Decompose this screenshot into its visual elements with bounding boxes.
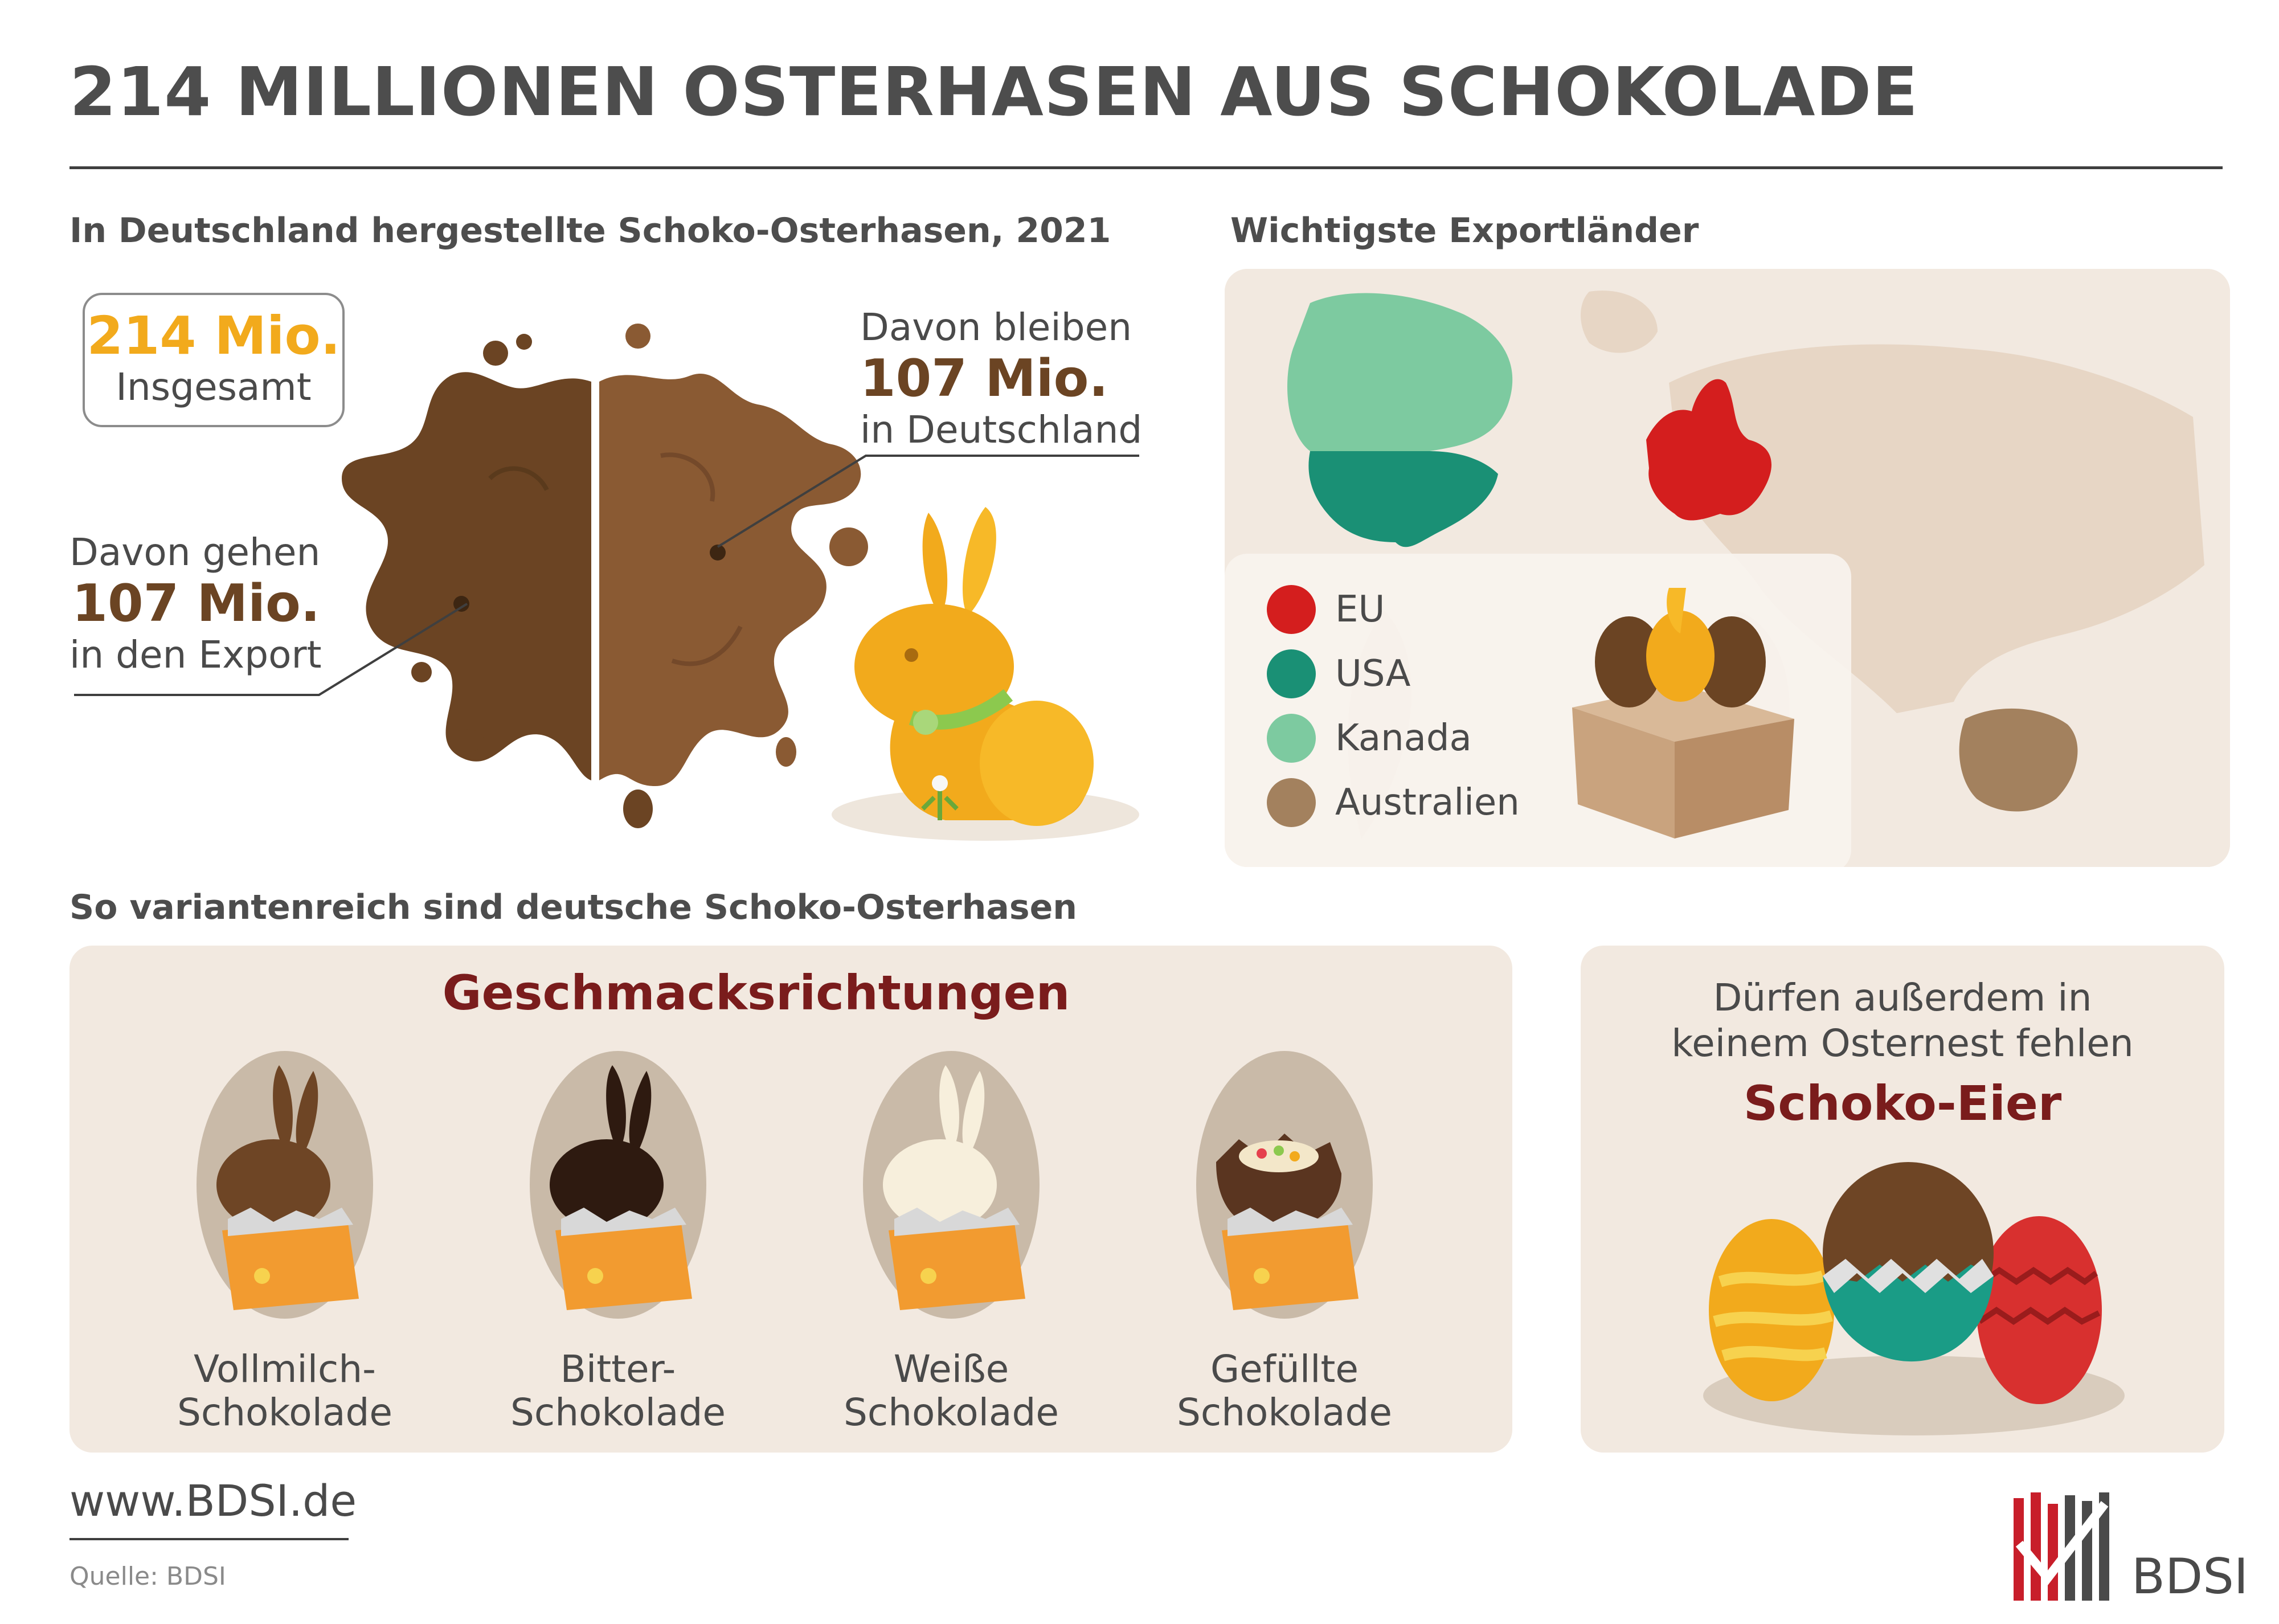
dark-chocolate-bunny-icon bbox=[530, 1051, 706, 1319]
milk-chocolate-bunny-icon bbox=[197, 1051, 373, 1319]
bdsi-logo-icon bbox=[2014, 1492, 2109, 1601]
flavors-heading: Geschmacksrichtungen bbox=[442, 965, 1070, 1021]
website-link[interactable]: www.BDSI.de bbox=[69, 1475, 357, 1526]
stay-callout-line bbox=[717, 455, 1139, 548]
legend-dot-usa bbox=[1267, 649, 1316, 698]
eggs-intro-line1: Dürfen außerdem in bbox=[1713, 976, 2092, 1020]
flavor-milk-line1: Vollmilch- bbox=[194, 1347, 376, 1391]
white-chocolate-bunny-icon bbox=[863, 1051, 1040, 1319]
bdsi-logo-text: BDSI bbox=[2131, 1548, 2249, 1605]
total-value: 214 Mio. bbox=[87, 305, 341, 366]
export-post: in den Export bbox=[69, 633, 322, 677]
legend-label-kanada: Kanada bbox=[1335, 717, 1472, 759]
source-note: Quelle: BDSI bbox=[69, 1562, 226, 1591]
flavor-dark-line1: Bitter- bbox=[560, 1347, 676, 1391]
flavor-milk-line2: Schokolade bbox=[177, 1390, 392, 1434]
legend-item-australien: Australien bbox=[1267, 777, 1520, 828]
legend-label-eu: EU bbox=[1335, 588, 1385, 631]
stay-post: in Deutschland bbox=[860, 408, 1143, 452]
flavor-filled-line1: Gefüllte bbox=[1210, 1347, 1359, 1391]
eggs-intro: Dürfen außerdem in keinem Osternest fehl… bbox=[1581, 975, 2224, 1066]
website-underline bbox=[69, 1538, 349, 1540]
export-value: 107 Mio. bbox=[72, 574, 320, 633]
golden-bunny-illustration bbox=[832, 507, 1139, 841]
legend-dot-australien bbox=[1267, 778, 1316, 827]
export-map-panel bbox=[1225, 269, 2230, 867]
flavor-filled: Gefüllte Schokolade bbox=[1142, 1348, 1427, 1434]
flavor-white: Weiße Schokolade bbox=[809, 1348, 1094, 1434]
chocolate-splash-illustration bbox=[342, 324, 868, 828]
title-divider bbox=[69, 166, 2223, 169]
eggs-heading: Schoko-Eier bbox=[1743, 1075, 2062, 1131]
world-map bbox=[1225, 269, 2230, 867]
export-heading: Wichtigste Exportländer bbox=[1230, 211, 1699, 251]
stay-pre: Davon bleiben bbox=[860, 305, 1132, 349]
flavor-dark: Bitter- Schokolade bbox=[476, 1348, 760, 1434]
legend-label-australien: Australien bbox=[1335, 782, 1520, 824]
flavor-white-line2: Schokolade bbox=[844, 1390, 1059, 1434]
total-label: Insgesamt bbox=[116, 365, 312, 409]
legend-dot-eu bbox=[1267, 585, 1316, 634]
legend-item-kanada: Kanada bbox=[1267, 713, 1472, 764]
legend-dot-kanada bbox=[1267, 714, 1316, 763]
page-title: 214 MILLIONEN OSTERHASEN AUS SCHOKOLADE bbox=[69, 52, 1919, 131]
export-callout-line bbox=[74, 603, 468, 696]
flavor-dark-line2: Schokolade bbox=[510, 1390, 726, 1434]
variants-heading: So variantenreich sind deutsche Schoko-O… bbox=[69, 887, 1077, 927]
export-pre: Davon gehen bbox=[69, 530, 321, 574]
flavor-white-line1: Weiße bbox=[893, 1347, 1009, 1391]
eggs-intro-line2: keinem Osternest fehlen bbox=[1671, 1021, 2134, 1065]
total-box: 214 Mio. Insgesamt bbox=[83, 293, 345, 427]
chocolate-eggs-illustration bbox=[1703, 1162, 2125, 1435]
export-callout: Davon gehen 107 Mio. in den Export bbox=[69, 527, 322, 681]
legend-item-usa: USA bbox=[1267, 648, 1410, 699]
flavor-filled-line2: Schokolade bbox=[1177, 1390, 1392, 1434]
stay-value: 107 Mio. bbox=[860, 349, 1108, 408]
legend-item-eu: EU bbox=[1267, 584, 1385, 635]
legend-label-usa: USA bbox=[1335, 653, 1411, 695]
filled-chocolate-bunny-icon bbox=[1196, 1051, 1373, 1319]
flavor-milk: Vollmilch- Schokolade bbox=[142, 1348, 427, 1434]
stay-callout: Davon bleiben 107 Mio. in Deutschland bbox=[860, 302, 1142, 456]
production-heading: In Deutschland hergestellte Schoko-Oster… bbox=[69, 211, 1111, 251]
